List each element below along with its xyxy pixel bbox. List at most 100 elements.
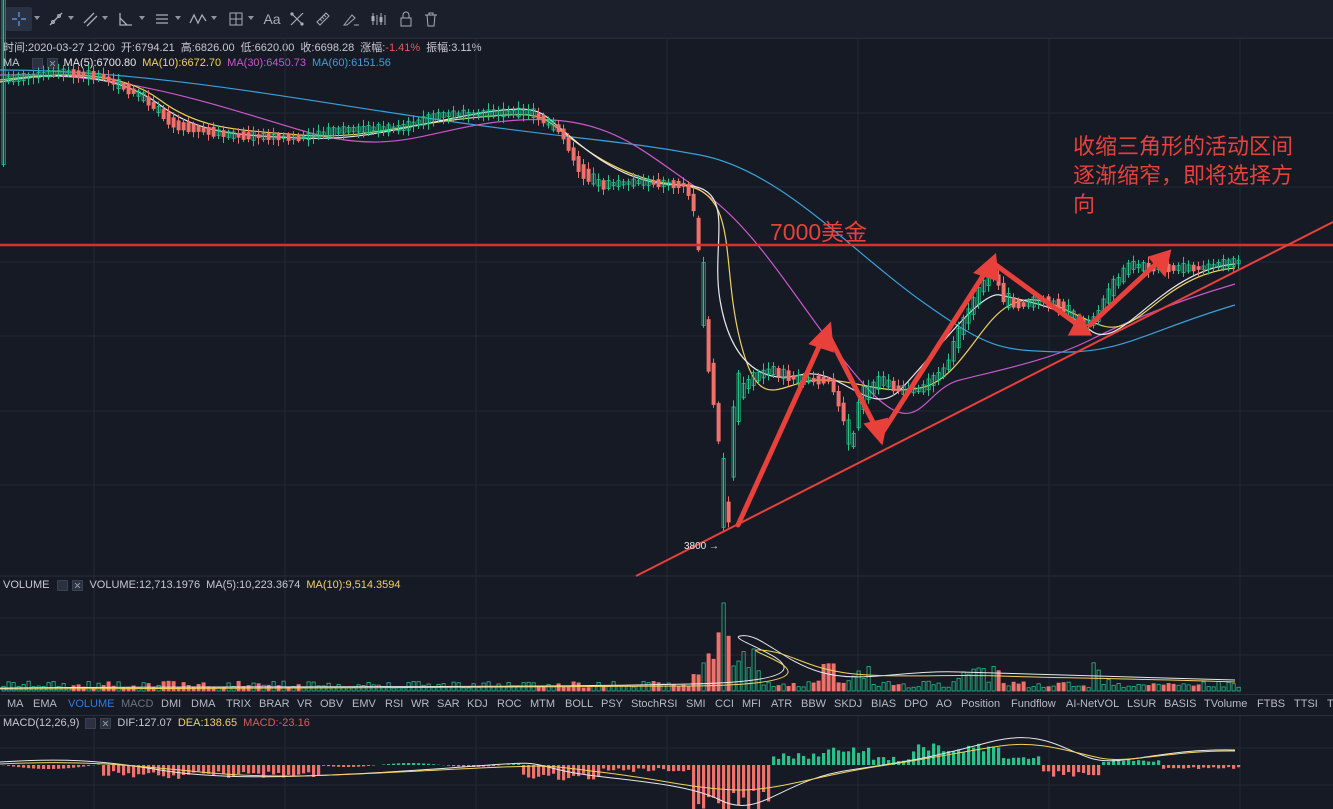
tab-position[interactable]: Position [961,698,1001,710]
candle-body [636,180,641,185]
candle-body [226,131,231,138]
tab-atr[interactable]: ATR [771,698,793,710]
candle-body [336,127,341,134]
macd-histogram-bar [112,765,116,772]
chevron-down-icon[interactable] [175,16,181,20]
macd-histogram-bar [822,753,826,765]
chevron-down-icon[interactable] [34,16,40,20]
candle-body [1006,293,1011,309]
volume-bar [951,681,956,692]
close-icon[interactable] [100,717,112,729]
ruler-icon[interactable] [313,7,333,31]
tab-smi[interactable]: SMI [686,698,706,710]
macd-histogram-bar [397,763,401,765]
tab-dma[interactable]: DMA [191,698,216,710]
tab-psy[interactable]: PSY [601,698,624,710]
macd-histogram-bar [552,765,556,774]
tab-rsi[interactable]: RSI [385,698,404,710]
macd-histogram-bar [777,758,781,765]
tab-mtm[interactable]: MTM [530,698,556,710]
macd-histogram-bar [247,765,251,774]
volume-bar [1001,683,1006,692]
annotation-arrow-down [993,262,1081,328]
macd-histogram-bar [652,765,656,771]
tab-ai-netvol[interactable]: AI-NetVOL [1066,698,1120,710]
fib-icon[interactable] [80,7,100,31]
tab-sar[interactable]: SAR [437,698,460,710]
chevron-down-icon[interactable] [139,16,145,20]
tab-brar[interactable]: BRAR [259,698,290,710]
volume-bar [1141,684,1146,692]
tab-ftbs[interactable]: FTBS [1257,698,1286,710]
tab-emv[interactable]: EMV [352,698,376,710]
lines-icon[interactable] [152,7,172,31]
volume-bar [556,683,561,692]
indicator-settings-icon[interactable] [31,57,43,69]
candle-body [1116,277,1121,286]
tab-lsur[interactable]: LSUR [1127,698,1157,710]
brush-icon[interactable] [341,7,361,31]
tab-boll[interactable]: BOLL [565,698,594,710]
tab-trix[interactable]: TRIX [226,698,252,710]
ma30-value: MA(30):6450.73 [227,57,307,69]
candle-body [301,136,306,140]
tab-fundflow[interactable]: Fundflow [1011,698,1056,710]
macd-histogram-bar [1167,765,1171,768]
volume-bar [1191,685,1196,692]
angle-icon[interactable] [116,7,136,31]
lock-icon[interactable] [396,7,416,31]
tab-cci[interactable]: CCI [715,698,734,710]
tab-tvolume[interactable]: TVolume [1204,698,1248,710]
tab-ema[interactable]: EMA [33,698,57,710]
trash-icon[interactable] [421,7,441,31]
candle-body [811,377,816,383]
wave-icon[interactable] [188,7,208,31]
tab-skdj[interactable]: SKDJ [834,698,863,710]
chevron-down-icon[interactable] [248,16,254,20]
tab-ao[interactable]: AO [936,698,952,710]
tab-basis[interactable]: BASIS [1164,698,1197,710]
tab-kdj[interactable]: KDJ [467,698,488,710]
settings-icon[interactable] [368,7,390,31]
tab-ttsi[interactable]: TTSI [1294,698,1318,710]
tab-t[interactable]: T [1327,698,1333,710]
trend-line-icon[interactable] [46,7,66,31]
macd-histogram-bar [607,765,611,771]
macd-histogram-group [2,743,1241,809]
close-icon[interactable] [72,579,84,591]
volume-bar [1106,679,1111,692]
tab-mfi[interactable]: MFI [742,698,761,710]
candle-body [271,133,276,140]
tab-bias[interactable]: BIAS [871,698,897,710]
candle-body [321,131,326,136]
tab-roc[interactable]: ROC [497,698,522,710]
tab-obv[interactable]: OBV [320,698,344,710]
tab-bbw[interactable]: BBW [801,698,827,710]
crosshair-icon[interactable] [6,7,32,31]
volume-bar [1136,684,1141,692]
close-icon[interactable] [46,57,58,69]
indicator-settings-icon[interactable] [85,717,97,729]
tab-stochrsi[interactable]: StochRSI [631,698,678,710]
tab-dpo[interactable]: DPO [904,698,928,710]
text-tool-icon[interactable]: Aa [263,11,281,27]
indicator-settings-icon[interactable] [57,579,69,591]
support-trendline[interactable] [635,221,1333,577]
chevron-down-icon[interactable] [68,16,74,20]
chevron-down-icon[interactable] [102,16,108,20]
measure-icon[interactable] [226,7,246,31]
tab-ma[interactable]: MA [7,698,24,710]
info-high: 高:6826.00 [180,42,235,54]
tab-dmi[interactable]: DMI [161,698,182,710]
volume-bar [926,680,931,692]
tab-vr[interactable]: VR [297,698,313,710]
macd-histogram-bar [827,749,831,765]
chevron-down-icon[interactable] [211,16,217,20]
macd-histogram-bar [57,765,61,769]
tab-wr[interactable]: WR [411,698,430,710]
tab-volume[interactable]: VOLUME [68,698,115,710]
pattern-icon[interactable] [287,7,307,31]
macd-histogram-bar [407,763,411,765]
tab-macd[interactable]: MACD [121,698,154,710]
